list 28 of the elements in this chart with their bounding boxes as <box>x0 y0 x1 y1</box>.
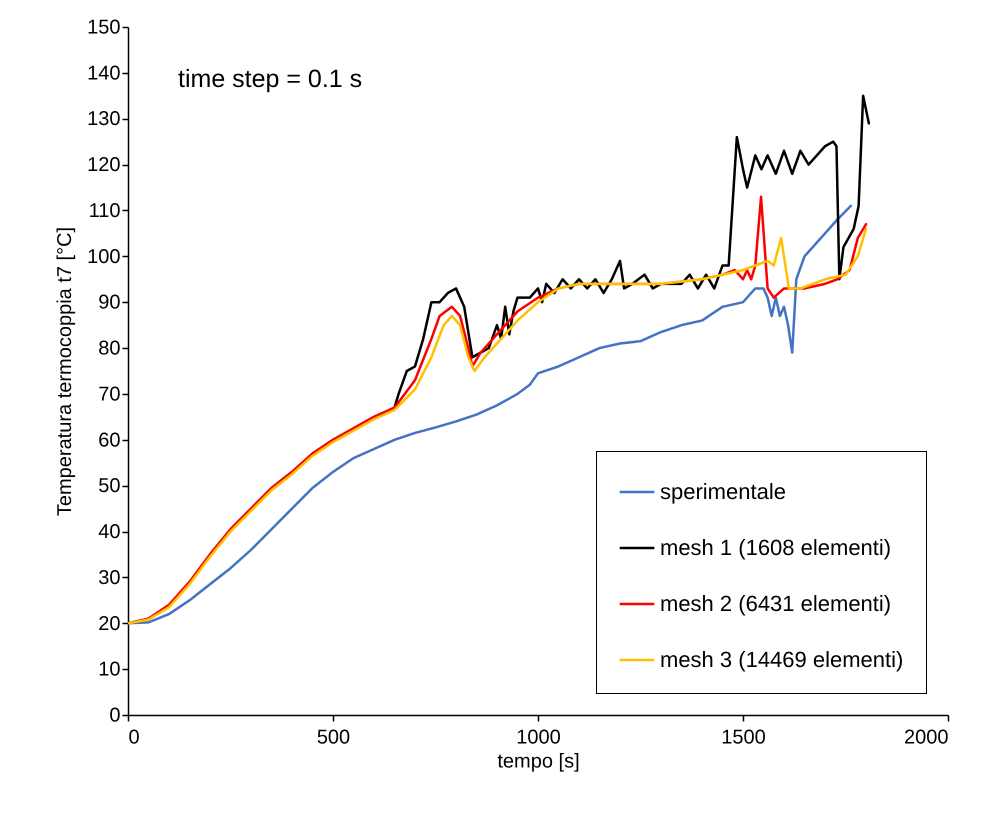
legend-label: sperimentale <box>660 479 786 504</box>
y-tick-label: 40 <box>98 521 120 544</box>
y-tick-label: 50 <box>98 475 120 498</box>
annotation: time step = 0.1 s <box>178 65 362 93</box>
y-tick-label: 120 <box>87 154 120 176</box>
legend-label: mesh 1 (1608 elementi) <box>660 535 892 560</box>
y-tick-label: 140 <box>87 62 120 84</box>
x-axis-title: tempo [s] <box>497 750 580 772</box>
x-tick-label: 0 <box>128 726 140 748</box>
legend-label: mesh 2 (6431 elementi) <box>660 591 892 616</box>
y-tick-label: 20 <box>98 612 120 635</box>
y-axis-title: Temperatura termocoppia t7 [°C] <box>54 226 76 516</box>
x-tick-label: 1000 <box>516 726 561 748</box>
y-tick-label: 0 <box>109 704 120 726</box>
y-tick-label: 60 <box>98 429 120 452</box>
y-tick-label: 130 <box>87 108 120 130</box>
y-tick-label: 100 <box>87 246 120 268</box>
y-tick-label: 110 <box>88 200 120 222</box>
x-tick-label: 500 <box>316 726 350 748</box>
legend-label: mesh 3 (14469 elementi) <box>660 647 904 672</box>
y-tick-label: 70 <box>98 383 120 406</box>
x-tick-label: 1500 <box>721 726 766 748</box>
x-tick-label: 2000 <box>904 726 948 748</box>
y-tick-label: 80 <box>98 338 120 360</box>
y-tick-label: 10 <box>98 658 120 681</box>
y-tick-label: 30 <box>98 566 120 589</box>
y-tick-label: 90 <box>98 292 120 314</box>
y-tick-label: 150 <box>87 16 120 38</box>
